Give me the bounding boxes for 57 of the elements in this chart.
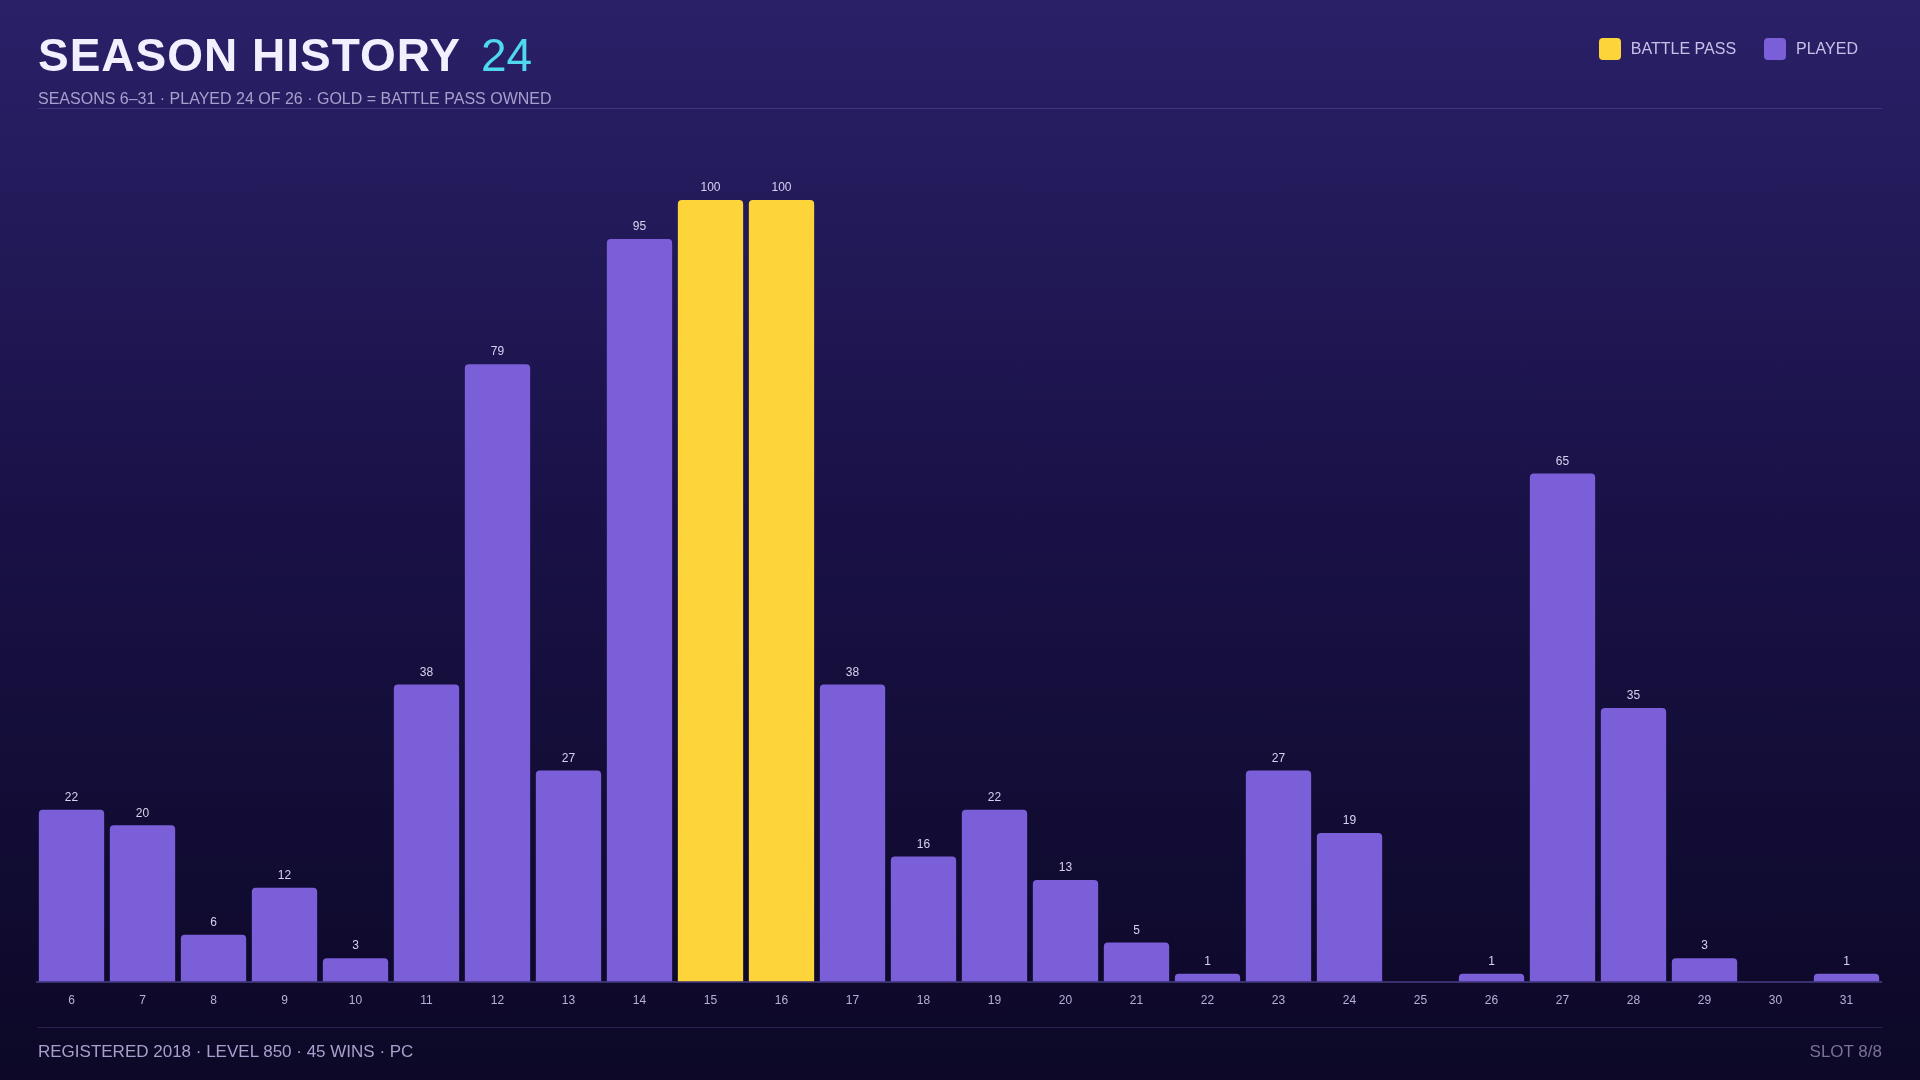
x-tick-label: 12 bbox=[490, 993, 505, 1008]
x-tick-label: 23 bbox=[1271, 993, 1286, 1008]
text: REGISTERED 2018 · LEVEL 850 · 45 WINS · PC bbox=[38, 1042, 414, 1062]
data-label: 20 bbox=[135, 805, 150, 820]
x-tick-label: 24 bbox=[1342, 993, 1357, 1008]
x-tick-label: 21 bbox=[1129, 993, 1144, 1008]
x-tick-label: 11 bbox=[420, 993, 434, 1008]
x-tick-label: 30 bbox=[1768, 993, 1783, 1008]
data-label: 95 bbox=[632, 219, 647, 234]
x-tick-label: 8 bbox=[210, 993, 218, 1008]
x-tick-label: 10 bbox=[348, 993, 363, 1008]
data-label: 79 bbox=[490, 344, 505, 359]
x-tick-label: 17 bbox=[845, 993, 860, 1008]
x-tick-label: 9 bbox=[281, 993, 289, 1008]
data-label: 22 bbox=[64, 789, 79, 804]
data-label: 16 bbox=[916, 836, 931, 851]
data-label: 6 bbox=[210, 915, 218, 930]
x-tick-label: 14 bbox=[632, 993, 647, 1008]
data-label: 22 bbox=[987, 789, 1002, 804]
chart-title: SEASON HISTORY bbox=[38, 28, 461, 82]
x-tick-label: 28 bbox=[1626, 993, 1641, 1008]
x-tick-label: 20 bbox=[1058, 993, 1073, 1008]
x-tick-label: 6 bbox=[68, 993, 76, 1008]
legend-label: PLAYED bbox=[1796, 40, 1858, 58]
data-label: 19 bbox=[1342, 813, 1357, 828]
data-label: 5 bbox=[1133, 922, 1141, 937]
data-label: 13 bbox=[1058, 860, 1073, 875]
x-tick-label: 7 bbox=[139, 993, 147, 1008]
data-label: 100 bbox=[700, 180, 721, 195]
x-tick-label: 22 bbox=[1200, 993, 1215, 1008]
data-label: 12 bbox=[277, 868, 292, 883]
legend-label: BATTLE PASS bbox=[1630, 40, 1737, 58]
text: 24 bbox=[480, 28, 533, 82]
x-tick-label: 31 bbox=[1839, 993, 1854, 1008]
x-tick-label: 25 bbox=[1413, 993, 1428, 1008]
data-label: 3 bbox=[352, 938, 360, 953]
x-tick-label: 26 bbox=[1484, 993, 1499, 1008]
data-label: 1 bbox=[1843, 954, 1851, 969]
data-label: 35 bbox=[1626, 688, 1641, 703]
data-label: 38 bbox=[845, 664, 860, 679]
data-label: 3 bbox=[1701, 938, 1709, 953]
x-tick-label: 13 bbox=[561, 993, 576, 1008]
data-label: 1 bbox=[1488, 954, 1496, 969]
data-label: 38 bbox=[419, 664, 434, 679]
x-tick-label: 18 bbox=[916, 993, 931, 1008]
data-label: 100 bbox=[771, 180, 792, 195]
text: SLOT 8/8 bbox=[1809, 1042, 1882, 1062]
data-label: 27 bbox=[561, 750, 576, 765]
data-label: 27 bbox=[1271, 750, 1286, 765]
data-label: 65 bbox=[1555, 453, 1570, 468]
x-tick-label: 15 bbox=[703, 993, 718, 1008]
data-label: 1 bbox=[1204, 954, 1212, 969]
x-tick-label: 27 bbox=[1555, 993, 1570, 1008]
chart-subtitle: SEASONS 6–31 · PLAYED 24 OF 26 · GOLD = BATTLE PASS OWNED bbox=[38, 90, 552, 108]
x-tick-label: 29 bbox=[1697, 993, 1712, 1008]
x-tick-label: 19 bbox=[987, 993, 1002, 1008]
x-tick-label: 16 bbox=[774, 993, 789, 1008]
